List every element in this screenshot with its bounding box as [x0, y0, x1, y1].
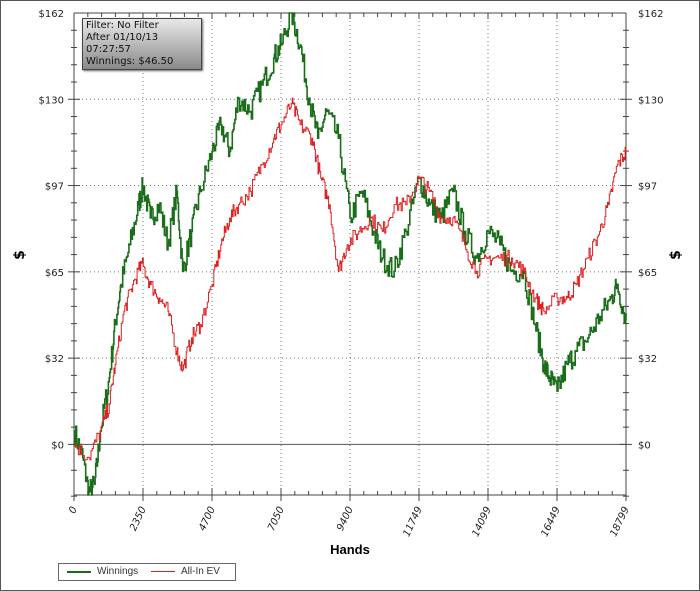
x-tick-label: 9400 — [335, 505, 356, 533]
y-tick-label-left: $130 — [39, 95, 64, 106]
x-tick-label: 7050 — [266, 505, 287, 533]
y-tick-label-left: $0 — [51, 440, 64, 451]
info-box: Filter: No Filter After 01/10/13 07:27:5… — [82, 18, 202, 70]
x-tick-label: 0 — [67, 505, 80, 515]
y-tick-label-right: $32 — [638, 354, 657, 365]
x-tick-label: 11749 — [401, 505, 424, 538]
y-tick-label-left: $162 — [39, 9, 64, 20]
legend-item-ev: All-In EV — [151, 566, 220, 577]
winnings-swatch — [67, 570, 91, 573]
winnings-line — [74, 12, 627, 496]
legend-label: All-In EV — [181, 566, 220, 577]
y-tick-label-left: $32 — [45, 354, 64, 365]
y-tick-label-right: $0 — [638, 440, 651, 451]
y-tick-label-left: $65 — [45, 268, 64, 279]
legend: Winnings All-In EV — [58, 563, 236, 581]
y-axis-label-right: $ — [668, 250, 684, 260]
legend-label: Winnings — [97, 566, 139, 577]
y-tick-label-right: $130 — [638, 95, 663, 106]
y-tick-label-right: $162 — [638, 9, 663, 20]
x-tick-label: 18799 — [608, 505, 631, 538]
all-in-ev-line — [74, 97, 627, 461]
x-tick-label: 16449 — [539, 505, 562, 538]
legend-item-winnings: Winnings — [67, 566, 138, 577]
y-tick-label-right: $65 — [638, 268, 657, 279]
x-axis-label: Hands — [330, 542, 370, 557]
x-tick-label: 4700 — [197, 505, 218, 533]
x-tick-label: 14099 — [470, 505, 493, 538]
y-tick-label-right: $97 — [638, 182, 657, 193]
y-tick-label-left: $97 — [45, 182, 64, 193]
x-tick-label: 2350 — [128, 505, 149, 533]
winnings-text: Winnings: $46.50 — [86, 56, 174, 67]
ev-swatch — [151, 571, 175, 572]
after-date-text: After 01/10/13 07:27:57 — [86, 32, 159, 55]
filter-text: Filter: No Filter — [86, 20, 159, 31]
y-axis-label-left: $ — [12, 250, 28, 260]
